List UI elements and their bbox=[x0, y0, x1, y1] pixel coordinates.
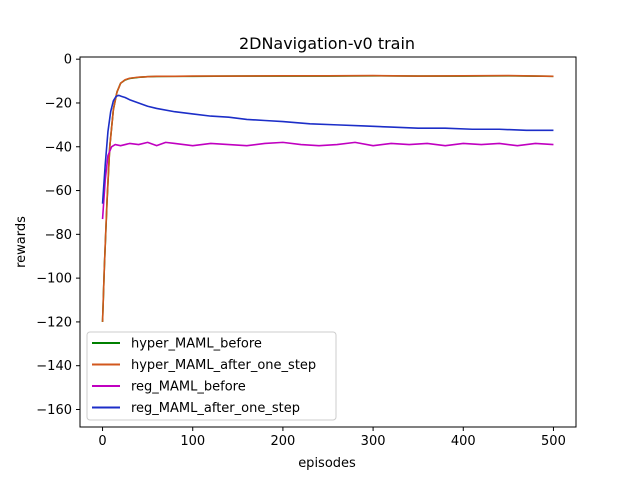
series-line-hyper_MAML_after_one_step bbox=[101, 74, 554, 322]
legend-label: reg_MAML_before bbox=[131, 380, 246, 395]
y-tick-label: −40 bbox=[45, 140, 72, 155]
y-tick-label: −140 bbox=[36, 359, 72, 374]
legend-box bbox=[86, 331, 337, 421]
series-line-reg_MAML_after_one_step bbox=[101, 94, 554, 204]
y-tick-label: −160 bbox=[36, 403, 72, 418]
y-axis: 0 −20 −40 −60 −80 −100 −120 −140 −160 bbox=[36, 53, 80, 418]
y-tick-label: −20 bbox=[45, 96, 72, 111]
series-line-reg_MAML_before bbox=[101, 141, 554, 220]
y-tick-label: −60 bbox=[45, 184, 72, 199]
x-tick-label: 400 bbox=[451, 434, 476, 449]
x-tick-label: 200 bbox=[270, 434, 295, 449]
legend-label: reg_MAML_after_one_step bbox=[131, 401, 300, 416]
x-axis-label: episodes bbox=[298, 456, 356, 471]
series-line-hyper_MAML_before bbox=[101, 75, 554, 322]
y-tick-label: 0 bbox=[64, 53, 72, 68]
x-tick-label: 100 bbox=[180, 434, 205, 449]
plot-area bbox=[101, 74, 554, 322]
x-tick-label: 300 bbox=[361, 434, 386, 449]
y-axis-label: rewards bbox=[14, 216, 29, 268]
x-tick-label: 500 bbox=[541, 434, 566, 449]
y-tick-label: −100 bbox=[36, 272, 72, 287]
chart-title: 2DNavigation-v0 train bbox=[239, 34, 415, 53]
legend: hyper_MAML_before hyper_MAML_after_one_st… bbox=[86, 331, 337, 421]
x-tick-label: 0 bbox=[98, 434, 106, 449]
x-axis: 0 100 200 300 400 500 bbox=[98, 427, 566, 449]
y-tick-label: −80 bbox=[45, 228, 72, 243]
legend-label: hyper_MAML_after_one_step bbox=[131, 358, 316, 373]
y-tick-label: −120 bbox=[36, 315, 72, 330]
plot-frame bbox=[79, 56, 577, 428]
legend-label: hyper_MAML_before bbox=[131, 337, 262, 352]
